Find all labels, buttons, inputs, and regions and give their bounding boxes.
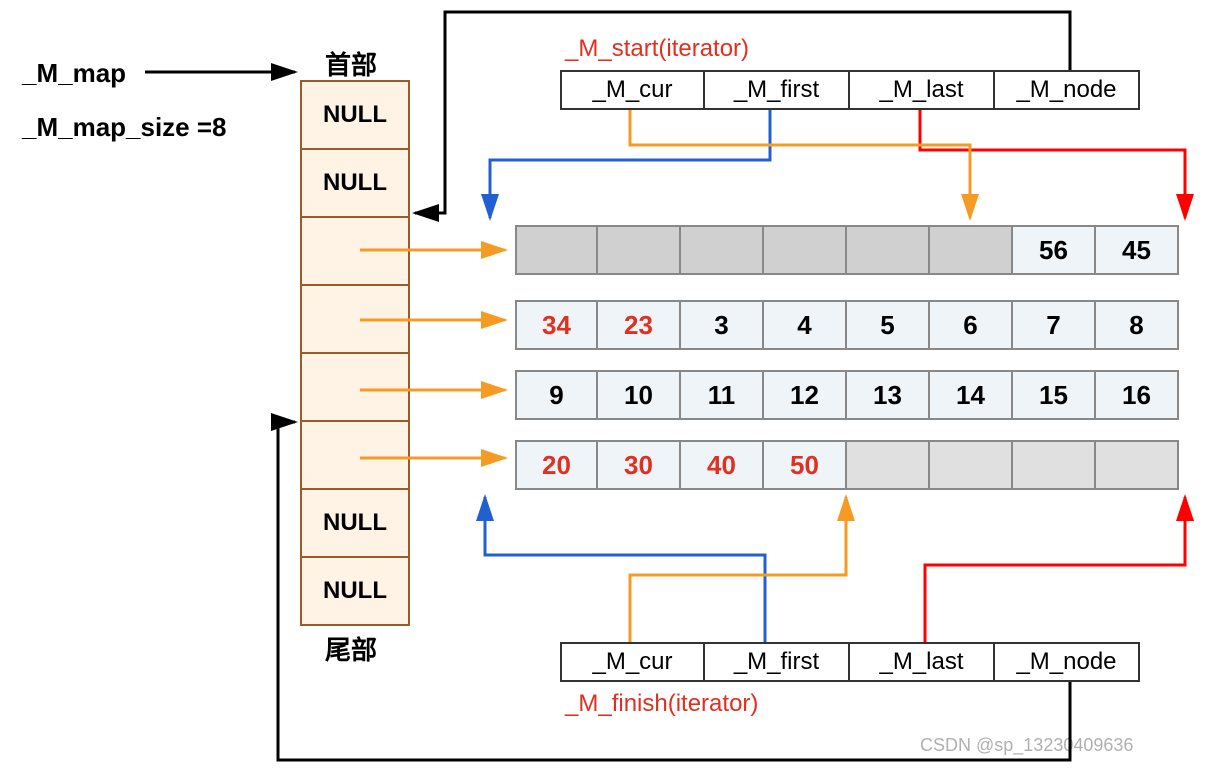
buffer-cell: 5 [847, 300, 930, 350]
buffer-cell: 4 [764, 300, 847, 350]
map-cell [302, 286, 408, 354]
buffer-cell: 14 [930, 370, 1013, 420]
buffer-cell [1096, 440, 1179, 490]
buffer-cell: 40 [681, 440, 764, 490]
finish-iterator-title: _M_finish(iterator) [565, 690, 758, 718]
map-cell [302, 218, 408, 286]
tail-label: 尾部 [325, 630, 377, 667]
map-column: NULLNULLNULLNULL [300, 80, 410, 626]
buffer-cell [1013, 440, 1096, 490]
buffer-row: 3423345678 [515, 300, 1179, 350]
buffer-cell [930, 225, 1013, 275]
arrow-start-mcur [630, 110, 970, 218]
buffer-cell: 20 [515, 440, 598, 490]
map-cell: NULL [302, 490, 408, 558]
iterator-field-cell: _M_node [995, 70, 1140, 110]
buffer-cell: 12 [764, 370, 847, 420]
buffer-cell [515, 225, 598, 275]
arrow-start-mfirst [490, 110, 770, 218]
arrow-finish-mcur [630, 497, 846, 642]
buffer-cell: 8 [1096, 300, 1179, 350]
iterator-field-cell: _M_node [995, 642, 1140, 682]
buffer-cell: 13 [847, 370, 930, 420]
map-cell: NULL [302, 82, 408, 150]
map-cell: NULL [302, 150, 408, 218]
head-label: 首部 [325, 45, 377, 82]
iterator-field-cell: _M_last [850, 70, 995, 110]
buffer-cell: 6 [930, 300, 1013, 350]
buffer-cell: 7 [1013, 300, 1096, 350]
buffer-cell: 50 [764, 440, 847, 490]
buffer-cell: 15 [1013, 370, 1096, 420]
buffer-cell [847, 440, 930, 490]
watermark: CSDN @sp_13230409636 [920, 735, 1133, 756]
map-cell [302, 354, 408, 422]
iterator-field-cell: _M_cur [560, 642, 705, 682]
buffer-cell: 16 [1096, 370, 1179, 420]
buffer-cell [847, 225, 930, 275]
buffer-row: 5645 [515, 225, 1179, 275]
buffer-cell [598, 225, 681, 275]
start-iterator-title: _M_start(iterator) [565, 35, 749, 63]
buffer-cell: 56 [1013, 225, 1096, 275]
buffer-cell: 10 [598, 370, 681, 420]
buffer-cell [930, 440, 1013, 490]
buffer-cell: 3 [681, 300, 764, 350]
m-map-size-label: _M_map_size =8 [22, 112, 227, 143]
map-cell: NULL [302, 558, 408, 626]
buffer-cell [764, 225, 847, 275]
buffer-cell [681, 225, 764, 275]
arrow-finish-mlast [925, 497, 1185, 642]
m-map-label: _M_map [22, 58, 126, 89]
arrow-start-mlast [920, 110, 1185, 218]
finish-iterator-box: _M_cur_M_first_M_last_M_node [560, 642, 1140, 682]
iterator-field-cell: _M_first [705, 642, 850, 682]
buffer-cell: 11 [681, 370, 764, 420]
iterator-field-cell: _M_cur [560, 70, 705, 110]
start-iterator-box: _M_cur_M_first_M_last_M_node [560, 70, 1140, 110]
buffer-cell: 9 [515, 370, 598, 420]
map-cell [302, 422, 408, 490]
buffer-cell: 30 [598, 440, 681, 490]
arrow-finish-mfirst [485, 497, 765, 642]
iterator-field-cell: _M_first [705, 70, 850, 110]
buffer-row: 20304050 [515, 440, 1179, 490]
buffer-cell: 23 [598, 300, 681, 350]
buffer-cell: 45 [1096, 225, 1179, 275]
buffer-row: 910111213141516 [515, 370, 1179, 420]
buffer-cell: 34 [515, 300, 598, 350]
iterator-field-cell: _M_last [850, 642, 995, 682]
